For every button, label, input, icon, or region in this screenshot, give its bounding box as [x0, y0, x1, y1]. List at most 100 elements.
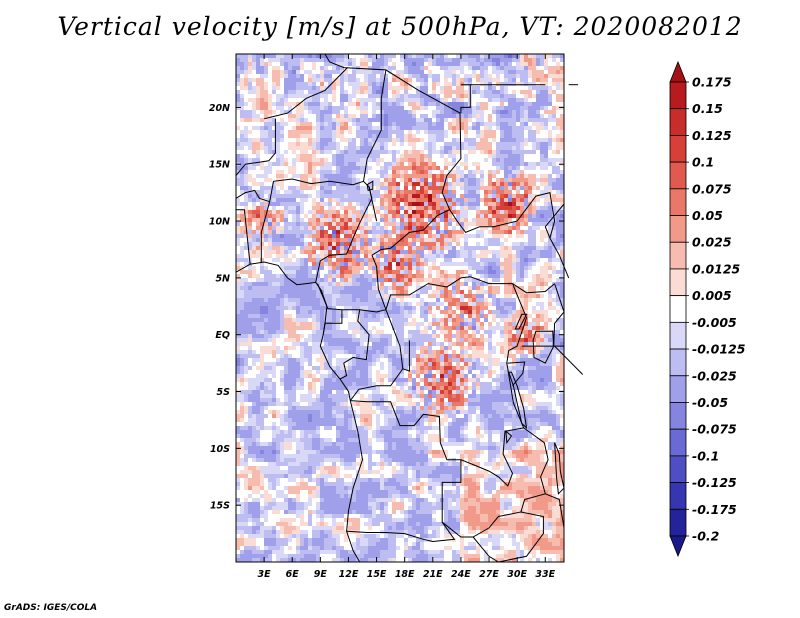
field-cell: [548, 98, 552, 102]
field-cell: [380, 74, 384, 78]
field-cell: [400, 154, 404, 158]
field-cell: [472, 146, 476, 150]
field-cell: [436, 94, 440, 98]
field-cell: [248, 146, 252, 150]
field-cell: [556, 86, 560, 90]
field-cell: [508, 66, 512, 70]
field-cell: [512, 126, 516, 130]
field-cell: [524, 122, 528, 126]
field-cell: [516, 66, 520, 70]
field-cell: [416, 58, 420, 62]
field-cell: [444, 78, 448, 82]
field-cell: [252, 54, 256, 58]
field-cell: [344, 78, 348, 82]
field-cell: [368, 106, 372, 110]
field-cell: [344, 82, 348, 86]
field-cell: [456, 86, 460, 90]
field-cell: [356, 62, 360, 66]
field-cell: [328, 166, 332, 170]
field-cell: [284, 122, 288, 126]
field-cell: [324, 66, 328, 70]
field-cell: [284, 66, 288, 70]
field-cell: [424, 86, 428, 90]
field-cell: [364, 158, 368, 162]
field-cell: [324, 118, 328, 122]
field-cell: [472, 122, 476, 126]
field-cell: [380, 130, 384, 134]
field-cell: [480, 142, 484, 146]
field-cell: [364, 118, 368, 122]
field-cell: [476, 150, 480, 154]
field-cell: [312, 62, 316, 66]
field-cell: [404, 118, 408, 122]
field-cell: [340, 62, 344, 66]
field-cell: [524, 90, 528, 94]
field-cell: [240, 130, 244, 134]
field-cell: [540, 110, 544, 114]
field-cell: [452, 170, 456, 174]
field-cell: [384, 158, 388, 162]
field-cell: [484, 106, 488, 110]
field-cell: [544, 130, 548, 134]
field-cell: [556, 70, 560, 74]
field-cell: [520, 150, 524, 154]
field-cell: [532, 94, 536, 98]
field-cell: [500, 90, 504, 94]
field-cell: [396, 78, 400, 82]
field-cell: [284, 58, 288, 62]
field-cell: [476, 154, 480, 158]
field-cell: [468, 154, 472, 158]
field-cell: [288, 146, 292, 150]
field-cell: [508, 158, 512, 162]
field-cell: [416, 122, 420, 126]
field-cell: [452, 110, 456, 114]
field-cell: [464, 158, 468, 162]
field-cell: [316, 166, 320, 170]
field-cell: [544, 154, 548, 158]
field-cell: [512, 94, 516, 98]
field-cell: [364, 134, 368, 138]
field-cell: [464, 90, 468, 94]
field-cell: [432, 86, 436, 90]
field-cell: [524, 166, 528, 170]
field-cell: [420, 54, 424, 58]
field-cell: [556, 110, 560, 114]
field-cell: [456, 122, 460, 126]
field-cell: [276, 102, 280, 106]
field-cell: [244, 98, 248, 102]
field-cell: [400, 86, 404, 90]
field-cell: [456, 90, 460, 94]
field-cell: [552, 142, 556, 146]
field-cell: [408, 122, 412, 126]
field-cell: [512, 54, 516, 58]
field-cell: [500, 62, 504, 66]
field-cell: [448, 94, 452, 98]
field-cell: [392, 146, 396, 150]
field-cell: [288, 138, 292, 142]
field-cell: [556, 66, 560, 70]
field-cell: [408, 118, 412, 122]
field-cell: [268, 70, 272, 74]
field-cell: [400, 74, 404, 78]
field-cell: [404, 106, 408, 110]
field-cell: [496, 106, 500, 110]
field-cell: [252, 94, 256, 98]
field-cell: [348, 170, 352, 174]
field-cell: [300, 138, 304, 142]
field-cell: [324, 110, 328, 114]
field-cell: [348, 162, 352, 166]
field-cell: [248, 122, 252, 126]
field-cell: [464, 78, 468, 82]
field-cell: [288, 58, 292, 62]
field-cell: [312, 174, 316, 178]
field-cell: [312, 166, 316, 170]
field-cell: [416, 86, 420, 90]
field-cell: [472, 66, 476, 70]
field-cell: [304, 98, 308, 102]
field-cell: [264, 174, 268, 178]
field-cell: [244, 70, 248, 74]
field-cell: [320, 62, 324, 66]
field-cell: [384, 102, 388, 106]
field-cell: [412, 110, 416, 114]
field-cell: [308, 90, 312, 94]
